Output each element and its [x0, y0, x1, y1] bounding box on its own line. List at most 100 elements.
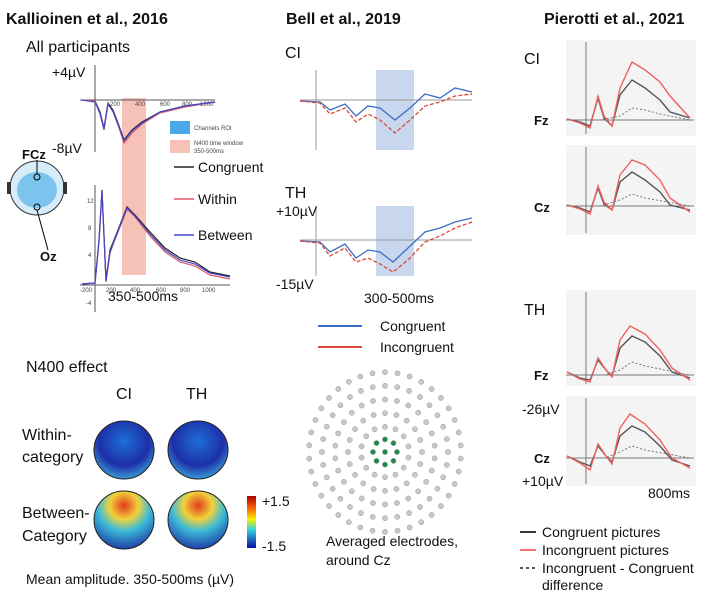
electrode	[429, 468, 434, 473]
electrode	[417, 394, 422, 399]
electrode	[429, 431, 434, 436]
electrode	[407, 525, 412, 530]
electrode	[349, 410, 354, 415]
topomap	[168, 421, 228, 479]
electrode-map	[307, 370, 464, 535]
electrode	[452, 481, 457, 486]
electrode	[435, 486, 440, 491]
electrode	[417, 504, 422, 509]
electrode	[419, 379, 424, 384]
electrode	[319, 493, 324, 498]
row-label: Within-	[22, 427, 72, 444]
topomap	[94, 491, 154, 549]
electrode	[395, 514, 400, 519]
electrode	[336, 512, 341, 517]
legend-label: difference	[542, 577, 603, 592]
electrode	[401, 465, 406, 470]
electrode	[441, 424, 446, 429]
electrode	[341, 479, 346, 484]
electrode	[352, 472, 357, 477]
electrode	[382, 462, 387, 467]
legend-label: Incongruent - Congruent	[542, 560, 694, 576]
electrode	[371, 412, 376, 417]
electrode	[382, 449, 387, 454]
section-title: N400 effect	[26, 359, 108, 376]
electrode	[438, 395, 443, 400]
ear	[7, 182, 11, 194]
electrode	[395, 371, 400, 376]
legend-label: Channels ROI	[194, 126, 232, 132]
legend-label: Within	[198, 191, 237, 207]
electrode	[382, 424, 387, 429]
electrode	[313, 417, 318, 422]
legend-label: Between	[198, 227, 252, 243]
electrode	[370, 449, 375, 454]
electrode	[371, 486, 376, 491]
legend-label: Congruent	[198, 159, 263, 175]
electrode	[338, 496, 343, 501]
electrode	[427, 403, 432, 408]
window-label: 350-500ms	[108, 288, 178, 304]
topomap	[168, 491, 228, 549]
electrode	[382, 397, 387, 402]
electrode	[309, 430, 314, 435]
electrode	[330, 486, 335, 491]
electrode	[359, 455, 364, 460]
electrode	[438, 503, 443, 508]
electrode	[446, 493, 451, 498]
electrode	[394, 486, 399, 491]
electrode	[401, 434, 406, 439]
electrode	[395, 385, 400, 390]
electrode	[309, 469, 314, 474]
electrode	[336, 431, 341, 436]
electrode	[394, 412, 399, 417]
electrode	[347, 461, 352, 466]
electrode	[412, 427, 417, 432]
electrode	[394, 398, 399, 403]
electrode	[407, 374, 412, 379]
electrode	[391, 458, 396, 463]
electrode	[319, 449, 324, 454]
electrode	[452, 417, 457, 422]
row-label: Category	[22, 528, 87, 545]
x-label: 800ms	[648, 485, 690, 501]
tick-label: 400	[135, 102, 146, 108]
electrode	[416, 410, 421, 415]
electrode	[446, 406, 451, 411]
electrode	[321, 436, 326, 441]
electrode	[313, 481, 318, 486]
electrode	[319, 406, 324, 411]
colorbar-label: +1.5	[262, 493, 290, 509]
electrode	[347, 504, 352, 509]
electrode	[372, 427, 377, 432]
tick-label: 12	[87, 199, 94, 205]
electrode	[359, 403, 364, 408]
electrode	[326, 395, 331, 400]
electrode	[382, 370, 387, 375]
electrode	[364, 434, 369, 439]
electrode	[393, 427, 398, 432]
row-label: Between-	[22, 505, 90, 522]
electrode	[358, 388, 363, 393]
electrode	[326, 503, 331, 508]
electrode	[372, 472, 377, 477]
electrode	[333, 456, 338, 461]
electrode	[382, 383, 387, 388]
electrode	[349, 489, 354, 494]
electrode	[412, 472, 417, 477]
electrode	[370, 371, 375, 376]
electrode	[382, 516, 387, 521]
electrode	[432, 456, 437, 461]
channel-label: Fz	[534, 113, 549, 128]
tick-label: 4	[88, 253, 92, 259]
electrode	[382, 502, 387, 507]
tick-label: 1000	[202, 288, 216, 294]
electrode	[333, 443, 338, 448]
electrode	[382, 437, 387, 442]
y-label: -15µV	[276, 276, 314, 292]
electrode	[382, 475, 387, 480]
electrode	[364, 465, 369, 470]
electrode	[393, 472, 398, 477]
electrode	[347, 437, 352, 442]
electrode	[382, 488, 387, 493]
